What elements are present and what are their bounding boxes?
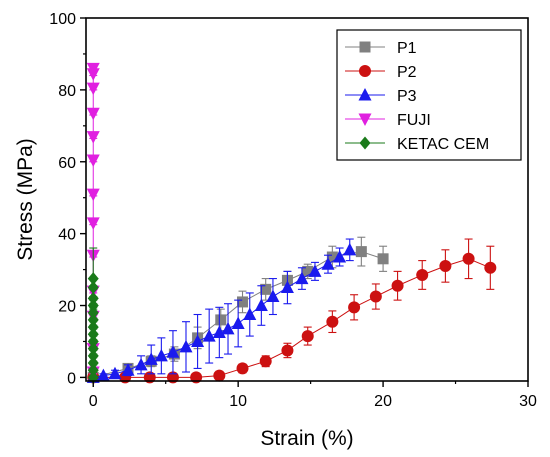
data-point-ketac-cem bbox=[87, 349, 99, 363]
x-tick-label: 20 bbox=[374, 393, 392, 410]
data-point-p2 bbox=[391, 279, 404, 292]
data-point-fuji bbox=[86, 107, 100, 121]
data-point-p3 bbox=[202, 329, 216, 342]
y-tick-label: 40 bbox=[58, 227, 76, 244]
data-point-p2 bbox=[439, 259, 452, 272]
data-point-p2 bbox=[213, 369, 226, 382]
data-point-ketac-cem bbox=[87, 342, 99, 356]
data-point-p2 bbox=[326, 315, 339, 328]
data-point-ketac-cem bbox=[87, 313, 99, 327]
data-point-fuji bbox=[86, 188, 100, 202]
data-point-p3 bbox=[280, 280, 294, 294]
y-tick-label: 20 bbox=[58, 299, 76, 316]
data-point-p3 bbox=[266, 289, 280, 303]
data-point-fuji bbox=[86, 82, 100, 96]
y-tick-label: 60 bbox=[58, 155, 76, 172]
data-point-ketac-cem bbox=[87, 281, 99, 295]
y-tick-label: 0 bbox=[67, 370, 76, 387]
data-point-p3 bbox=[333, 250, 347, 263]
data-point-p2 bbox=[348, 301, 361, 314]
series-p2 bbox=[87, 238, 497, 384]
data-point-p2 bbox=[236, 362, 249, 375]
data-point-p2 bbox=[369, 290, 382, 303]
legend-label-ketac-cem: KETAC CEM bbox=[397, 136, 489, 153]
x-tick-label: 0 bbox=[89, 393, 98, 410]
data-point-ketac-cem bbox=[87, 356, 99, 370]
data-point-p1 bbox=[260, 283, 272, 295]
data-point-ketac-cem bbox=[87, 363, 99, 377]
data-point-ketac-cem bbox=[87, 291, 99, 305]
data-point-fuji bbox=[86, 217, 100, 230]
y-tick-label: 100 bbox=[49, 11, 76, 28]
data-point-p3 bbox=[221, 321, 235, 335]
data-point-p3 bbox=[96, 368, 110, 382]
data-point-ketac-cem bbox=[87, 272, 99, 286]
data-point-p2 bbox=[301, 330, 314, 343]
data-point-p2 bbox=[416, 268, 429, 281]
data-point-p1 bbox=[237, 296, 249, 308]
data-point-ketac-cem bbox=[87, 334, 99, 348]
legend-marker-ketac-cem bbox=[359, 136, 371, 150]
data-point-p3 bbox=[166, 345, 180, 358]
data-point-p1 bbox=[377, 253, 389, 265]
legend-label-p1: P1 bbox=[397, 40, 417, 57]
axes-frame bbox=[85, 17, 529, 382]
data-point-p3 bbox=[308, 264, 322, 277]
axis-ticks: 0 10 20 30 0 20 40 60 80 100 bbox=[49, 11, 537, 410]
data-point-p3 bbox=[121, 363, 135, 376]
data-point-p3 bbox=[191, 334, 205, 347]
data-point-p3 bbox=[243, 307, 257, 321]
legend-marker-fuji bbox=[358, 113, 372, 126]
legend: P1 P2 P3 FUJI KETAC CEM bbox=[336, 29, 522, 161]
plot-area bbox=[86, 62, 497, 384]
data-point-p1 bbox=[355, 246, 367, 258]
legend-label-fuji: FUJI bbox=[397, 112, 431, 129]
data-point-fuji bbox=[86, 62, 100, 76]
data-point-p3 bbox=[295, 271, 309, 285]
data-point-p2 bbox=[259, 355, 272, 368]
legend-label-p3: P3 bbox=[397, 88, 417, 105]
data-point-ketac-cem bbox=[87, 327, 99, 341]
data-point-p1 bbox=[302, 265, 314, 277]
series-p3 bbox=[86, 238, 357, 383]
data-point-p2 bbox=[484, 261, 497, 274]
data-point-p3 bbox=[231, 316, 245, 329]
data-point-fuji bbox=[86, 131, 100, 144]
data-point-ketac-cem bbox=[87, 320, 99, 334]
y-axis-title: Stress (MPa) bbox=[14, 138, 37, 261]
data-point-p3 bbox=[144, 352, 158, 365]
legend-marker-p3 bbox=[358, 88, 372, 101]
data-point-fuji bbox=[86, 154, 100, 167]
data-point-p3 bbox=[343, 242, 357, 256]
data-point-ketac-cem bbox=[87, 306, 99, 320]
data-point-p3 bbox=[321, 257, 335, 270]
data-point-p3 bbox=[154, 348, 168, 362]
data-point-p3 bbox=[179, 339, 193, 353]
legend-label-p2: P2 bbox=[397, 64, 417, 81]
data-point-p3 bbox=[108, 366, 122, 380]
data-point-p3 bbox=[254, 298, 268, 312]
data-point-p3 bbox=[134, 357, 148, 371]
data-point-ketac-cem bbox=[87, 299, 99, 313]
x-axis-title: Strain (%) bbox=[260, 427, 353, 450]
data-point-p1 bbox=[326, 251, 338, 263]
x-tick-label: 10 bbox=[229, 393, 247, 410]
series-ketac-cem bbox=[87, 247, 99, 384]
y-tick-label: 80 bbox=[58, 83, 76, 100]
data-point-p3 bbox=[212, 325, 226, 338]
data-point-p1 bbox=[215, 314, 227, 326]
legend-marker-p1 bbox=[359, 41, 371, 53]
x-tick-label: 30 bbox=[519, 393, 537, 410]
legend-marker-p2 bbox=[359, 65, 371, 77]
series-fuji bbox=[86, 62, 100, 380]
data-point-p2 bbox=[462, 252, 475, 265]
data-point-p2 bbox=[281, 344, 294, 357]
